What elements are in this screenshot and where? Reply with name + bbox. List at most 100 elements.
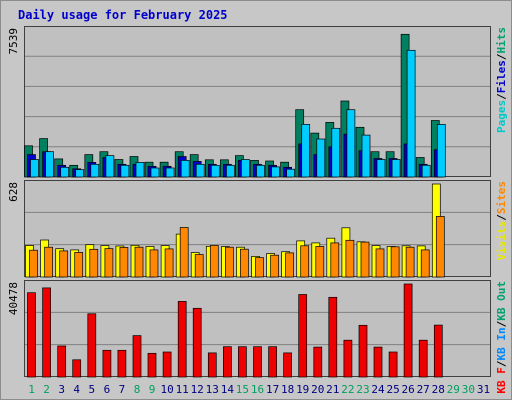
bar-kb-f-day-27 [418,339,428,378]
bar-pages-day-21 [331,127,341,178]
bar-pages-day-12 [195,163,205,178]
bar-pages-day-22 [346,109,356,178]
bar-pages-day-27 [421,164,431,178]
x-tick-label-5: 5 [88,383,95,396]
bar-kb-f-day-3 [57,345,67,378]
bar-sites-day-15 [240,248,249,278]
bar-pages-day-23 [361,134,371,178]
bar-sites-day-28 [435,216,445,278]
x-tick-label-1: 1 [28,383,35,396]
bar-kb-f-day-21 [328,296,338,378]
bar-pages-day-9 [150,167,160,178]
bar-pages-day-16 [256,164,265,178]
bar-sites-day-26 [405,246,415,278]
legend-item: KB In [495,327,508,360]
x-tick-label-20: 20 [311,383,324,396]
bar-sites-day-8 [134,246,144,278]
bar-pages-day-7 [120,164,130,178]
bar-kb-f-day-10 [162,351,172,378]
bar-pages-day-13 [210,164,220,178]
bar-pages-day-3 [60,166,70,178]
bar-sites-day-17 [270,254,279,278]
bar-pages-day-11 [180,160,190,178]
x-tick-label-27: 27 [417,383,430,396]
bar-kb-f-day-23 [358,324,368,378]
bar-pages-day-24 [376,159,386,178]
bar-sites-day-23 [360,241,370,278]
x-tick-label-7: 7 [119,383,126,396]
x-tick-label-24: 24 [371,383,385,396]
bar-pages-day-1 [30,159,39,178]
x-tick-label-22: 22 [341,383,354,396]
legend-item: KB Out [495,281,508,321]
bar-kb-f-day-26 [403,283,413,378]
y-max-label: 40478 [7,282,20,315]
bar-kb-f-day-15 [238,346,247,378]
bar-sites-day-19 [300,245,310,278]
bar-pages-day-2 [45,151,54,178]
bar-kb-f-day-4 [72,359,82,378]
legend-item: / [495,320,508,327]
x-tick-label-10: 10 [160,383,173,396]
legend-item: / [495,360,508,367]
bar-sites-day-27 [420,249,430,278]
bar-pages-day-28 [436,124,446,178]
bar-kb-f-day-1 [27,292,36,378]
legend-item: Visits [495,221,508,261]
bar-sites-day-13 [209,245,219,278]
legend-item: / [495,53,508,60]
bar-sites-day-1 [29,249,38,278]
bar-kb-f-day-16 [253,346,262,378]
bar-kb-f-day-25 [388,351,398,378]
bar-sites-day-22 [345,239,355,278]
bar-pages-day-6 [105,155,115,178]
bar-sites-day-4 [74,252,84,278]
y-max-label: 628 [7,182,20,202]
x-tick-label-16: 16 [251,383,264,396]
bar-sites-day-16 [255,257,264,278]
x-tick-label-26: 26 [401,383,414,396]
x-tick-label-29: 29 [447,383,460,396]
x-tick-label-11: 11 [176,383,189,396]
x-tick-label-13: 13 [206,383,219,396]
bar-pages-day-25 [391,159,401,178]
bar-kb-f-day-22 [343,339,353,378]
x-tick-label-2: 2 [43,383,50,396]
bar-sites-day-2 [44,246,53,278]
bar-pages-day-19 [301,124,311,178]
bar-sites-day-24 [375,248,385,278]
bar-sites-day-3 [59,250,69,278]
x-tick-label-14: 14 [221,383,235,396]
legend-item: Hits [495,27,508,54]
legend-panel-2: Visits/Sites [495,181,508,261]
bar-sites-day-25 [390,246,400,278]
x-tick-label-8: 8 [134,383,141,396]
bar-kb-f-day-20 [313,346,323,378]
x-tick-label-28: 28 [432,383,445,396]
bar-pages-day-20 [316,138,326,178]
bar-pages-day-8 [135,162,145,178]
bar-sites-day-21 [330,242,340,278]
x-axis: 1 2 3 4 5 6 7 8 9 10 11 12 13 14 15 16 17 18 19 20 21 22 23 24 2… [28,383,490,396]
bar-sites-day-18 [285,252,294,278]
legend-item: Pages [495,100,508,133]
x-tick-label-17: 17 [266,383,279,396]
bar-sites-day-20 [315,246,325,278]
bar-pages-day-14 [226,164,235,178]
x-tick-label-6: 6 [104,383,111,396]
x-tick-label-31: 31 [477,383,490,396]
bar-sites-day-14 [225,246,234,278]
x-tick-label-12: 12 [191,383,204,396]
bar-sites-day-9 [149,249,159,278]
bar-kb-f-day-28 [433,324,443,378]
bar-kb-f-day-11 [177,301,187,378]
bar-kb-f-day-13 [207,352,217,378]
bar-sites-day-12 [194,254,204,278]
bar-pages-day-15 [241,159,250,178]
bar-kb-f-day-9 [147,352,157,378]
bar-sites-day-11 [179,227,189,278]
bar-kb-f-day-19 [298,294,308,378]
legend-panel-1: Pages/Files/Hits [495,27,508,133]
